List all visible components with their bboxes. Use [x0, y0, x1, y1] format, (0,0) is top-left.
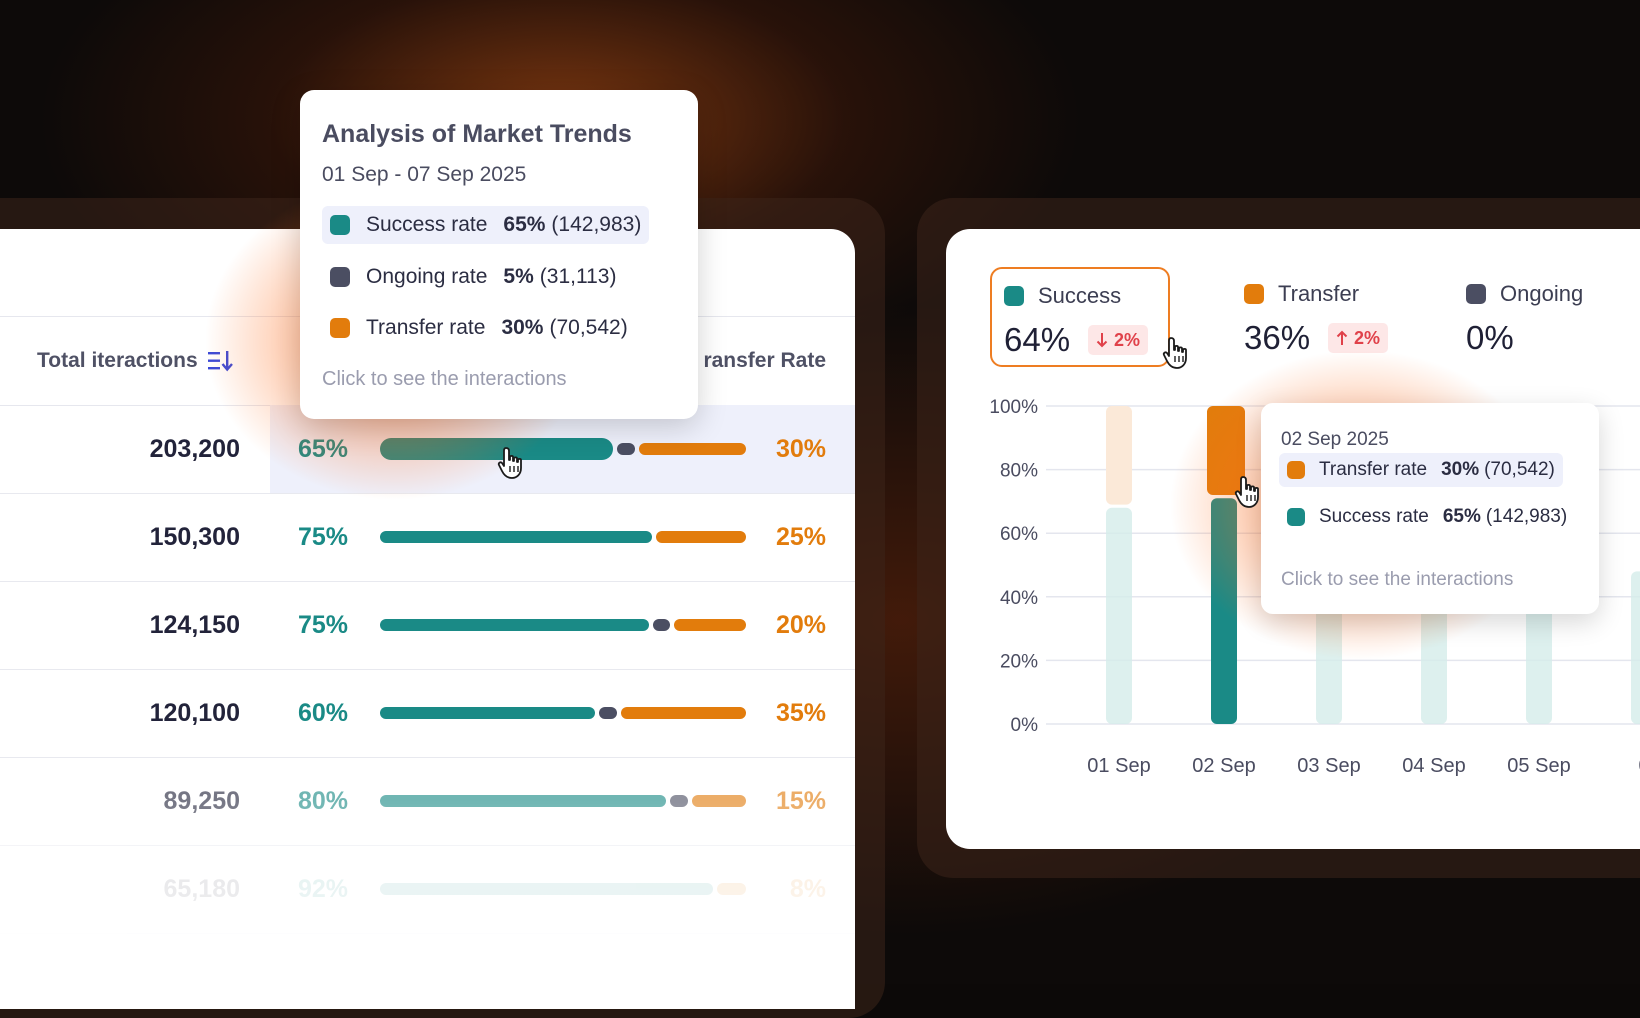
x-tick-label: 02 Sep — [1192, 755, 1255, 777]
tooltip-item-label: Transfer rate — [366, 316, 486, 339]
tooltip-item-label: Success rate — [366, 213, 488, 236]
arrow-down-icon — [1096, 333, 1108, 348]
tooltip-item-pct: 5% — [503, 265, 534, 288]
transfer-bar[interactable] — [1106, 406, 1132, 505]
y-tick-label: 100% — [989, 397, 1038, 418]
kpi-transfer-value: 36% — [1244, 319, 1311, 356]
kpi-success-label: Success — [1038, 283, 1122, 308]
market-trends-tooltip[interactable]: Analysis of Market Trends 01 Sep - 07 Se… — [300, 90, 698, 419]
tooltip-item-count: (31,113) — [539, 265, 617, 288]
transfer-segment[interactable] — [674, 619, 746, 631]
arrow-up-icon — [1336, 330, 1348, 345]
kpi-success-delta-value: 2% — [1114, 329, 1141, 350]
tooltip-item-count: (70,542) — [549, 316, 628, 339]
hand-cursor-icon — [497, 447, 522, 479]
ongoing-segment[interactable] — [652, 619, 671, 631]
total-interactions-header[interactable]: Total iteractions — [37, 349, 234, 373]
day-tooltip-item-count: (142,983) — [1485, 506, 1568, 527]
x-tick-label: 04 Sep — [1402, 755, 1465, 777]
hand-cursor-icon — [1234, 476, 1259, 508]
day-tooltip-item-success[interactable]: Success rate 65% (142,983) — [1279, 500, 1575, 534]
table-row[interactable]: 150,300 75% 25% — [0, 493, 855, 582]
success-swatch-icon — [1004, 286, 1024, 306]
x-tick-label: 01 Sep — [1087, 755, 1150, 777]
success-bar[interactable] — [1106, 507, 1132, 724]
transfer-swatch-icon — [1287, 461, 1305, 479]
tooltip-item-ongoing[interactable]: Ongoing rate 5% (31,113) — [322, 258, 624, 296]
ongoing-segment[interactable] — [616, 443, 635, 455]
row-transfer-pct: 30% — [775, 435, 826, 463]
tooltip-item-label: Ongoing rate — [366, 265, 488, 288]
day-tooltip[interactable]: 02 Sep 2025 Transfer rate 30% (70,542) S… — [1261, 403, 1599, 614]
kpi-ongoing-label: Ongoing — [1500, 281, 1584, 306]
x-tick-label: 05 Sep — [1507, 755, 1570, 777]
row-total: 150,300 — [149, 523, 240, 551]
kpi-transfer-label: Transfer — [1278, 281, 1360, 306]
kpi-success[interactable]: Success 64% 2% — [990, 267, 1170, 367]
ongoing-swatch-icon — [1466, 284, 1486, 304]
success-segment[interactable] — [380, 619, 649, 631]
row-rate-bar[interactable] — [380, 531, 746, 543]
row-success-pct: 60% — [298, 699, 349, 727]
total-interactions-header-label: Total iteractions — [37, 349, 198, 372]
x-tick-label: 03 Sep — [1297, 755, 1360, 777]
ongoing-swatch-icon — [330, 267, 350, 287]
day-tooltip-item-label: Transfer rate — [1319, 459, 1428, 480]
row-total: 203,200 — [149, 435, 240, 463]
day-tooltip-item-transfer[interactable]: Transfer rate 30% (70,542) — [1279, 453, 1563, 487]
tooltip-hint[interactable]: Click to see the interactions — [322, 368, 567, 390]
ongoing-segment[interactable] — [598, 707, 617, 719]
day-tooltip-date: 02 Sep 2025 — [1281, 429, 1389, 450]
transfer-rate-header[interactable]: ransfer Rate — [703, 349, 826, 372]
row-rate-bar[interactable] — [380, 707, 746, 719]
transfer-swatch-icon — [1244, 284, 1264, 304]
tooltip-item-success[interactable]: Success rate 65% (142,983) — [322, 206, 650, 244]
kpi-transfer-delta: 2% — [1328, 323, 1389, 353]
tooltip-item-count: (142,983) — [551, 213, 642, 236]
tooltip-item-pct: 65% — [503, 213, 546, 236]
success-segment[interactable] — [380, 531, 652, 543]
y-tick-label: 20% — [1000, 651, 1038, 672]
success-swatch-icon — [1287, 508, 1305, 526]
tooltip-item-pct: 30% — [501, 316, 544, 339]
table-fade-overlay — [0, 799, 855, 1009]
kpi-transfer[interactable]: Transfer 36% 2% — [1232, 267, 1432, 367]
day-tooltip-item-pct: 30% — [1441, 459, 1480, 480]
day-tooltip-item-pct: 65% — [1442, 506, 1481, 527]
table-row[interactable]: 120,100 60% 35% — [0, 669, 855, 758]
success-swatch-icon — [330, 215, 350, 235]
tooltip-date-range: 01 Sep - 07 Sep 2025 — [322, 163, 527, 186]
transfer-swatch-icon — [330, 318, 350, 338]
row-success-pct: 75% — [298, 523, 349, 551]
day-tooltip-item-label: Success rate — [1319, 506, 1429, 527]
tooltip-title: Analysis of Market Trends — [322, 120, 632, 148]
day-tooltip-hint[interactable]: Click to see the interactions — [1281, 569, 1514, 590]
y-tick-label: 60% — [1000, 524, 1038, 545]
transfer-segment[interactable] — [638, 443, 746, 455]
y-tick-label: 40% — [1000, 588, 1038, 609]
table-row[interactable]: 124,150 75% 20% — [0, 581, 855, 670]
y-tick-label: 0% — [1011, 715, 1039, 736]
success-bar[interactable] — [1631, 571, 1640, 724]
kpi-ongoing[interactable]: Ongoing 0% — [1454, 267, 1640, 367]
kpi-success-value: 64% — [1004, 321, 1071, 358]
tooltip-item-transfer[interactable]: Transfer rate 30% (70,542) — [322, 309, 636, 347]
kpi-transfer-delta-value: 2% — [1354, 327, 1381, 348]
kpi-ongoing-value: 0% — [1466, 319, 1514, 356]
row-rate-bar[interactable] — [380, 619, 746, 631]
row-transfer-pct: 25% — [775, 523, 826, 551]
hand-cursor-icon — [1162, 337, 1187, 369]
row-total: 124,150 — [149, 611, 240, 639]
success-segment[interactable] — [380, 707, 595, 719]
row-total: 120,100 — [149, 699, 240, 727]
x-tick-label: 0 — [1638, 755, 1640, 777]
kpi-success-delta: 2% — [1088, 325, 1149, 355]
transfer-segment[interactable] — [655, 531, 746, 543]
row-transfer-pct: 20% — [775, 611, 826, 639]
transfer-segment[interactable] — [620, 707, 746, 719]
row-transfer-pct: 35% — [775, 699, 826, 727]
day-tooltip-item-count: (70,542) — [1484, 459, 1555, 480]
y-tick-label: 80% — [1000, 461, 1038, 482]
row-success-pct: 75% — [298, 611, 349, 639]
